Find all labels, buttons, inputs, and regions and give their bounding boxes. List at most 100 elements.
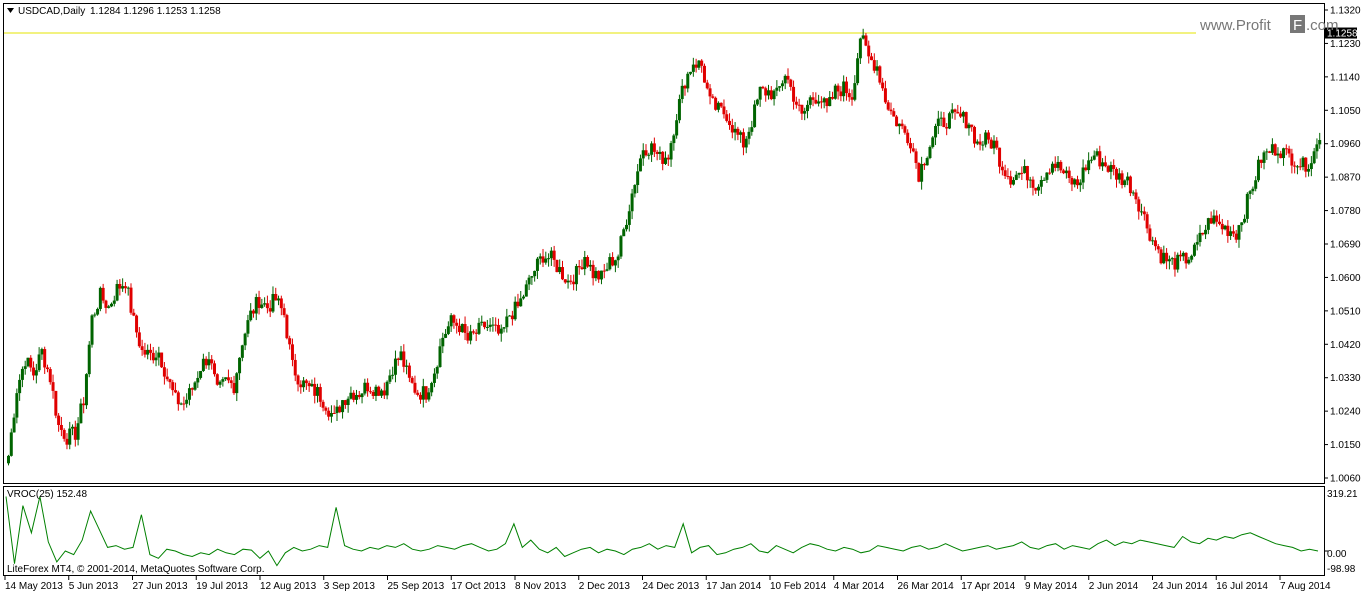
candle-body	[419, 394, 423, 400]
candle-body	[917, 162, 921, 182]
candle-body	[48, 369, 52, 383]
candle-body	[714, 97, 718, 110]
candle-body	[1251, 188, 1255, 192]
candle-body	[329, 412, 333, 417]
candle-body	[1050, 163, 1054, 173]
candle-body	[547, 258, 551, 260]
candle-body	[803, 111, 807, 114]
candle-body	[240, 345, 244, 358]
candle-body	[68, 428, 72, 445]
candle-body	[761, 86, 765, 89]
candle-body	[282, 308, 286, 316]
candle-body	[196, 377, 200, 383]
candle-body	[541, 256, 545, 263]
candle-body	[238, 357, 242, 374]
candle-body	[491, 324, 495, 326]
candle-body	[318, 387, 322, 402]
candle-body	[611, 257, 615, 266]
candle-body	[522, 296, 526, 299]
candle-body	[1106, 166, 1110, 172]
candle-body	[853, 83, 857, 100]
candle-body	[1234, 233, 1238, 240]
candle-body	[814, 99, 818, 104]
candle-body	[79, 403, 83, 424]
candle-body	[772, 90, 776, 100]
candle-body	[257, 297, 261, 308]
candle-body	[858, 38, 862, 59]
price-tick-label: 1.1050	[1330, 106, 1361, 117]
candle-body	[716, 102, 720, 110]
candle-body	[1240, 222, 1244, 226]
candle-body	[313, 383, 317, 396]
candle-body	[597, 270, 601, 280]
candle-body	[1173, 258, 1177, 270]
candle-body	[54, 390, 58, 416]
candle-body	[1223, 225, 1227, 230]
candle-body	[485, 326, 489, 328]
candle-body	[1209, 218, 1213, 224]
candle-body	[686, 73, 690, 89]
candle-body	[811, 97, 815, 100]
time-tick-label: 14 May 2013	[5, 581, 63, 592]
candle-body	[349, 392, 353, 399]
candle-body	[842, 81, 846, 97]
candle-body	[310, 383, 314, 387]
candle-body	[805, 104, 809, 112]
price-tick-label: 1.0330	[1330, 373, 1361, 384]
candle-body	[1229, 231, 1233, 236]
candle-body	[246, 320, 250, 334]
candle-body	[176, 392, 180, 405]
price-tick-label: 1.0060	[1330, 474, 1361, 485]
candle-body	[959, 113, 963, 117]
candle-body	[758, 86, 762, 100]
candle-body	[229, 380, 233, 383]
dropdown-triangle-icon[interactable]	[7, 8, 14, 13]
candle-body	[973, 126, 977, 144]
candle-body	[828, 96, 832, 107]
candle-body	[602, 270, 606, 272]
candle-body	[182, 403, 186, 405]
candle-body	[647, 154, 651, 156]
candle-body	[800, 104, 804, 114]
candle-body	[1295, 166, 1299, 168]
candle-body	[817, 101, 821, 104]
candle-body	[864, 35, 868, 46]
candle-body	[302, 380, 306, 388]
candle-body	[822, 98, 826, 103]
candle-body	[9, 432, 13, 456]
candle-body	[218, 381, 222, 385]
candle-body	[1262, 152, 1266, 163]
candle-body	[129, 287, 133, 313]
price-tick-label: 1.0600	[1330, 273, 1361, 284]
candle-body	[40, 349, 44, 355]
candle-body	[1167, 259, 1171, 262]
candle-body	[43, 349, 47, 368]
candle-body	[1231, 231, 1235, 234]
candle-body	[1215, 215, 1219, 222]
candle-body	[566, 280, 570, 283]
candle-body	[1307, 169, 1311, 172]
candle-body	[377, 386, 381, 396]
candle-body	[224, 377, 228, 380]
candle-body	[619, 236, 623, 257]
candle-body	[26, 357, 30, 367]
candle-body	[1089, 159, 1093, 161]
main-panel-frame	[3, 3, 1325, 484]
candle-body	[655, 151, 659, 154]
candle-body	[235, 373, 239, 394]
candle-body	[680, 85, 684, 100]
candle-body	[368, 391, 372, 393]
candle-body	[199, 370, 203, 378]
candle-body	[463, 323, 467, 333]
candle-body	[132, 312, 136, 316]
candle-body	[249, 310, 253, 321]
time-tick-label: 7 Aug 2014	[1280, 581, 1331, 592]
candle-body	[883, 88, 887, 103]
candle-body	[438, 346, 442, 368]
candle-body	[371, 391, 375, 396]
candle-body	[123, 286, 127, 289]
candle-body	[385, 381, 389, 396]
candle-body	[881, 82, 885, 89]
candle-body	[530, 276, 534, 278]
